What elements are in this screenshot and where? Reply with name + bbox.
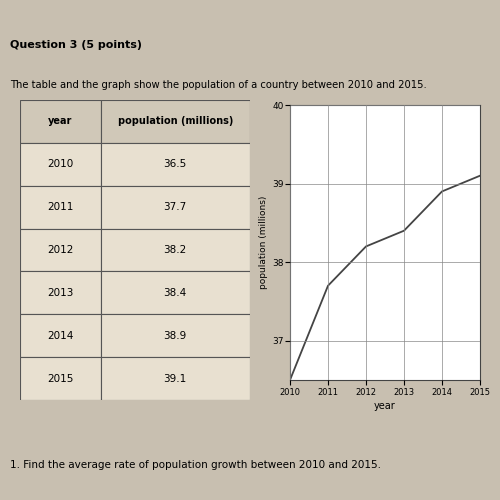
Text: The table and the graph show the population of a country between 2010 and 2015.: The table and the graph show the populat… xyxy=(10,80,427,90)
Text: Question 3 (5 points): Question 3 (5 points) xyxy=(10,40,142,50)
FancyBboxPatch shape xyxy=(20,100,100,143)
Text: 2014: 2014 xyxy=(47,330,74,340)
FancyBboxPatch shape xyxy=(100,272,250,314)
Text: 1. Find the average rate of population growth between 2010 and 2015.: 1. Find the average rate of population g… xyxy=(10,460,381,470)
Text: year: year xyxy=(48,116,72,126)
Text: 2012: 2012 xyxy=(47,245,74,255)
FancyBboxPatch shape xyxy=(20,143,100,186)
FancyBboxPatch shape xyxy=(20,314,100,357)
FancyBboxPatch shape xyxy=(100,228,250,272)
Text: 2013: 2013 xyxy=(47,288,74,298)
FancyBboxPatch shape xyxy=(100,143,250,186)
FancyBboxPatch shape xyxy=(20,228,100,272)
Text: 37.7: 37.7 xyxy=(164,202,187,212)
FancyBboxPatch shape xyxy=(20,357,100,400)
FancyBboxPatch shape xyxy=(20,272,100,314)
Text: 38.2: 38.2 xyxy=(164,245,187,255)
FancyBboxPatch shape xyxy=(100,100,250,143)
FancyBboxPatch shape xyxy=(100,357,250,400)
Text: 2015: 2015 xyxy=(47,374,74,384)
FancyBboxPatch shape xyxy=(100,186,250,228)
Text: 38.4: 38.4 xyxy=(164,288,187,298)
Y-axis label: population (millions): population (millions) xyxy=(259,196,268,289)
FancyBboxPatch shape xyxy=(20,186,100,228)
Text: population (millions): population (millions) xyxy=(118,116,233,126)
Text: 39.1: 39.1 xyxy=(164,374,187,384)
X-axis label: year: year xyxy=(374,401,396,411)
Text: 2010: 2010 xyxy=(47,160,74,170)
Text: 36.5: 36.5 xyxy=(164,160,187,170)
Text: 38.9: 38.9 xyxy=(164,330,187,340)
FancyBboxPatch shape xyxy=(100,314,250,357)
Text: 2011: 2011 xyxy=(47,202,74,212)
